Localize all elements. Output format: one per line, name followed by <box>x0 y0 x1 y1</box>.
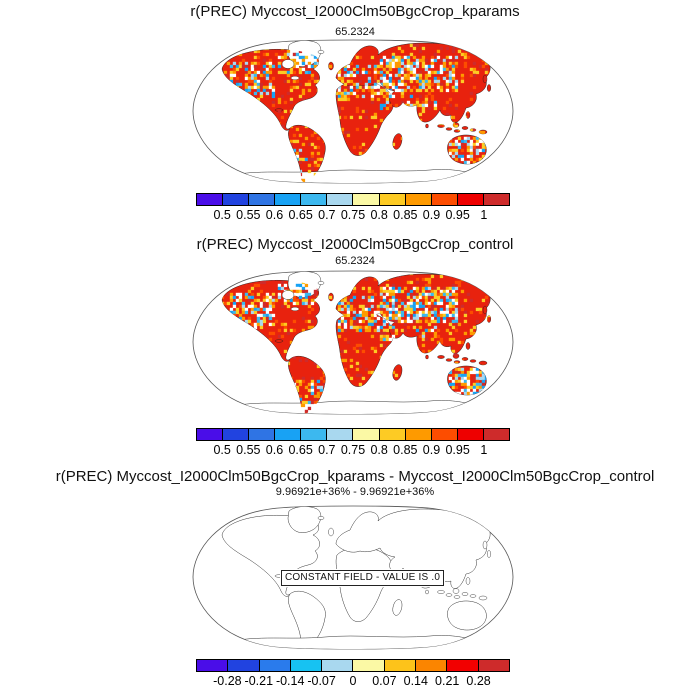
colorbar-tick-label: 1 <box>480 208 488 222</box>
colorbar-tick-label: 0.75 <box>340 443 366 457</box>
panel-subtitle: 9.96921e+36% - 9.96921e+36% <box>275 486 435 498</box>
colorbar-segment <box>383 660 416 671</box>
colorbar-segment <box>321 660 353 671</box>
colorbar-segment <box>326 429 353 440</box>
colorbar-tick-label: 0 <box>349 674 357 688</box>
colorbar-segment <box>274 429 301 440</box>
colorbar-segment <box>352 429 379 440</box>
colorbar-segment <box>222 429 249 440</box>
panel-title: r(PREC) Myccost_I2000Clm50BgcCrop_kparam… <box>190 3 520 20</box>
colorbar-segment <box>248 429 275 440</box>
colorbar-segment <box>300 429 327 440</box>
colorbar-tick-label: 0.21 <box>435 674 460 688</box>
colorbar-segment <box>197 194 223 205</box>
colorbar <box>196 659 510 672</box>
map-land-group <box>221 506 503 649</box>
colorbar-tick-label: 0.7 <box>318 443 336 457</box>
colorbar <box>196 428 510 441</box>
map-speckles <box>222 274 502 414</box>
colorbar-segment <box>378 194 405 205</box>
world-map-outline <box>192 505 514 650</box>
colorbar-tick-label: 0.95 <box>445 443 470 457</box>
map-land-group <box>221 271 503 414</box>
colorbar-tick-label: 0.85 <box>393 443 418 457</box>
colorbar-tick-label: 0.07 <box>372 674 397 688</box>
colorbar-segment <box>404 429 431 440</box>
colorbar-segment <box>477 660 509 671</box>
colorbar-segment <box>227 660 259 671</box>
colorbar-tick-label: 0.6 <box>265 208 284 222</box>
colorbar-ticks: 0.5 0.55 0.6 0.65 0.7 0.75 0.8 0.85 0.9 0.95 1 <box>196 443 510 458</box>
colorbar-segment <box>430 429 457 440</box>
colorbar-tick-label: 0.14 <box>403 674 428 688</box>
colorbar-segment <box>482 429 509 440</box>
colorbar-tick-label: 0.8 <box>370 208 388 222</box>
colorbar-tick-label: 0.9 <box>422 443 441 457</box>
colorbar-tick-label: 0.75 <box>340 208 366 222</box>
colorbar-segment <box>197 429 223 440</box>
map-speckles <box>222 43 502 183</box>
colorbar-tick-label: 0.65 <box>288 208 313 222</box>
panel-subtitle: 65.2324 <box>335 26 375 38</box>
colorbar-segment <box>197 660 228 671</box>
panel-title: r(PREC) Myccost_I2000Clm50BgcCrop_kparam… <box>55 468 655 485</box>
colorbar-segment <box>289 660 322 671</box>
colorbar-tick-label: 0.28 <box>466 674 491 688</box>
colorbar-tick-label: 0.5 <box>213 443 231 457</box>
map-land-group <box>221 40 503 183</box>
colorbar-ticks: -0.28 -0.21 -0.14 -0.07 0 0.07 0.14 0.21 0.28 <box>196 674 510 689</box>
colorbar-tick-label: 0.8 <box>370 443 388 457</box>
constant-field-annotation: CONSTANT FIELD - VALUE IS .0 <box>281 570 445 586</box>
colorbar-tick-label: -0.21 <box>244 674 274 688</box>
colorbar-tick-label: -0.28 <box>213 674 242 688</box>
panel-title: r(PREC) Myccost_I2000Clm50BgcCrop_contro… <box>196 236 514 253</box>
colorbar-tick-label: 0.9 <box>422 208 441 222</box>
colorbar-segment <box>378 429 405 440</box>
colorbar-segment <box>404 194 431 205</box>
colorbar-segment <box>446 660 478 671</box>
colorbar-tick-label: 0.95 <box>445 208 470 222</box>
colorbar-segment <box>258 660 290 671</box>
colorbar-ticks: 0.5 0.55 0.6 0.65 0.7 0.75 0.8 0.85 0.9 0.95 1 <box>196 208 510 223</box>
colorbar-tick-label: 0.6 <box>265 443 284 457</box>
colorbar-tick-label: 0.5 <box>213 208 231 222</box>
world-map-filled <box>192 39 514 184</box>
colorbar-tick-label: 0.65 <box>288 443 313 457</box>
colorbar-segment <box>456 429 483 440</box>
colorbar-segment <box>248 194 275 205</box>
world-map-filled <box>192 270 514 415</box>
colorbar-segment <box>352 660 384 671</box>
colorbar-segment <box>456 194 483 205</box>
colorbar <box>196 193 510 206</box>
colorbar-tick-label: 0.85 <box>393 208 418 222</box>
colorbar-tick-label: 0.55 <box>236 443 261 457</box>
colorbar-tick-label: 0.7 <box>318 208 336 222</box>
panel-subtitle: 65.2324 <box>335 255 375 267</box>
colorbar-segment <box>352 194 379 205</box>
colorbar-tick-label: -0.07 <box>307 674 336 688</box>
colorbar-segment <box>300 194 327 205</box>
colorbar-segment <box>274 194 301 205</box>
colorbar-segment <box>326 194 353 205</box>
colorbar-segment <box>430 194 457 205</box>
colorbar-tick-label: 1 <box>480 443 488 457</box>
colorbar-segment <box>482 194 509 205</box>
colorbar-segment <box>415 660 447 671</box>
colorbar-tick-label: -0.14 <box>275 674 305 688</box>
colorbar-segment <box>222 194 249 205</box>
colorbar-tick-label: 0.55 <box>236 208 261 222</box>
